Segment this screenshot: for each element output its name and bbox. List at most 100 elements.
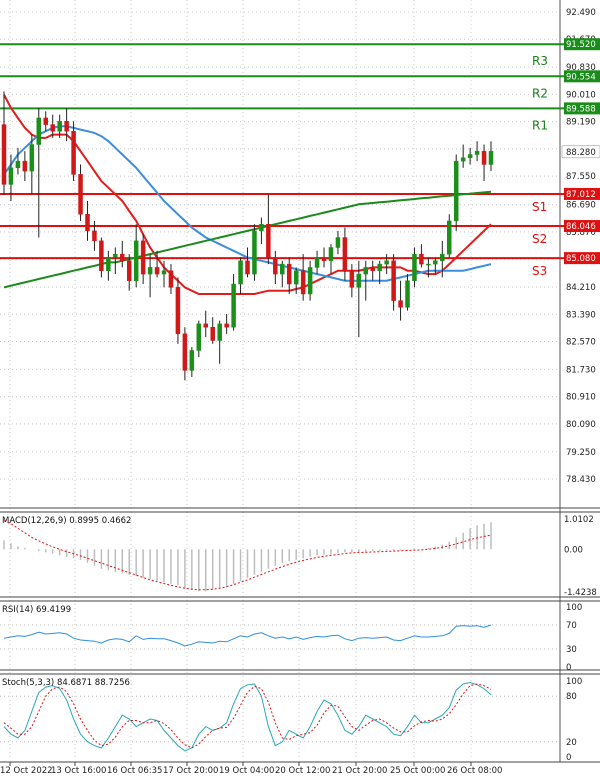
x-tick-label: 20 Oct 12:00 [275,766,330,776]
x-tick-label: 25 Oct 00:00 [390,766,445,776]
candle-body [259,223,264,232]
stoch-label: Stoch(5,3,3) 84.6871 88.7256 [2,678,130,688]
y-tick-label: 84.210 [566,283,596,293]
candle-body [217,323,222,341]
candle-body [140,240,146,275]
rsi-line [3,624,492,647]
candle-body [460,157,466,162]
candle-body [126,260,132,281]
y-tick-label: 87.550 [566,172,596,182]
support-name-label: S3 [532,264,547,278]
macd-y-tick-label: 1.0102 [564,515,594,525]
rsi-y-tick-label: 30 [566,645,577,655]
support-name-label: S2 [532,232,547,246]
support-price-tag [564,220,600,233]
last-price-tag [561,145,600,159]
candle-body [412,253,417,281]
candle-body [224,323,229,328]
y-tick-label: 86.690 [566,201,596,211]
candle-body [433,260,438,265]
x-tick-label: 13 Oct 16:00 [51,766,106,776]
candle-body [335,237,341,248]
stoch-k-line [3,681,492,752]
candle-body [99,240,104,271]
resistance-name-label: R3 [532,54,548,68]
y-tick-label: 78.430 [566,475,596,485]
support-price-label: 86.046 [566,222,596,232]
candle-body [377,263,382,271]
y-tick-label: 89.190 [566,118,596,128]
candle-body [78,174,83,215]
support-price-tag [564,252,600,265]
candle-body [147,267,153,275]
x-tick-label: 21 Oct 20:00 [332,766,387,776]
resistance-name-label: R2 [532,86,548,100]
stoch-y-tick-label: 80 [566,692,577,702]
candle-body [154,267,160,275]
candle-body [280,263,285,275]
grid-lines [0,0,560,760]
y-tick-label: 80.910 [566,393,596,403]
candle-body [210,326,215,341]
candle-body [252,230,257,275]
candle-body [391,260,396,301]
y-tick-label: 80.090 [566,420,596,430]
rsi-label: RSI(14) 69.4199 [2,605,71,615]
candle-body [293,270,299,285]
stoch-d-line [3,683,492,749]
candle-body [405,280,410,308]
candle-body [307,267,313,295]
candle-body [22,160,28,172]
candle-body [15,160,21,169]
candle-body [384,260,389,265]
moving-average-line [3,94,492,295]
candle-body [133,240,139,281]
support-price-label: 87.012 [566,190,596,200]
candle-body [321,257,327,262]
resistance-price-tag [564,102,600,115]
candle-body [168,270,174,288]
macd-signal-line [3,520,492,591]
candle-body [342,237,348,271]
candle-body [29,144,35,172]
candle-body [182,333,188,371]
candle-body [50,124,55,132]
candle-body [231,283,236,328]
candle-body [1,124,7,185]
support-name-label: S1 [532,200,547,214]
rsi-y-tick-label: 70 [566,621,577,631]
candle-body [363,267,369,275]
candle-body [481,150,487,165]
x-tick-label: 26 Oct 08:00 [447,766,502,776]
y-tick-label: 90.010 [566,90,596,100]
last-price-label: 88.280 [566,148,596,158]
rsi-y-tick-label: 0 [566,663,571,673]
resistance-price-tag [564,38,600,51]
candle-body [474,150,480,155]
candle-body [203,323,209,328]
resistance-name-label: R1 [532,118,548,132]
resistance-price-label: 89.588 [566,104,596,114]
resistance-price-label: 91.520 [566,40,596,50]
stoch-y-tick-label: 0 [566,753,571,763]
candle-body [273,257,278,275]
y-tick-label: 82.570 [566,337,596,347]
candle-body [189,350,195,371]
candle-body [106,257,111,271]
y-tick-label: 85.870 [566,228,596,238]
candle-body [488,150,494,165]
y-tick-label: 90.830 [566,63,596,73]
candle-body [447,220,452,255]
candle-body [349,270,355,288]
candle-body [71,130,76,175]
support-price-tag [564,187,600,200]
candle-body [300,270,306,295]
candle-body [453,160,459,222]
candle-body [426,263,431,266]
candle-body [92,230,97,242]
candle-body [440,253,445,262]
moving-average-line [3,190,492,289]
macd-y-tick-label: 0.00 [564,545,583,555]
